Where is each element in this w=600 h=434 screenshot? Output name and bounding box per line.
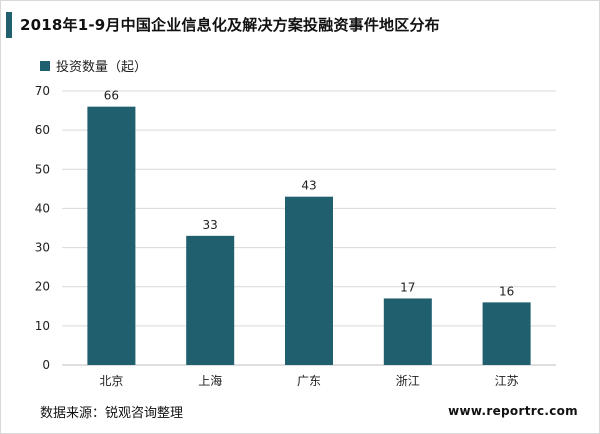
- x-tick-label: 上海: [198, 373, 222, 388]
- site-url: www.reportrc.com: [448, 404, 578, 418]
- title-accent-bar: [6, 12, 12, 38]
- bar-value-label: 33: [203, 218, 218, 232]
- data-source: 数据来源：锐观咨询整理: [40, 406, 184, 421]
- bar: [383, 298, 432, 365]
- y-tick-label: 60: [35, 123, 50, 137]
- y-tick-label: 30: [35, 241, 50, 255]
- x-tick-label: 北京: [99, 374, 123, 388]
- y-tick-label: 40: [35, 201, 50, 215]
- x-tick-label: 广东: [297, 374, 321, 388]
- legend-label: 投资数量（起）: [56, 60, 148, 75]
- y-tick-label: 20: [35, 280, 50, 294]
- bar-value-label: 66: [104, 89, 119, 103]
- chart-title: 2018年1-9月中国企业信息化及解决方案投融资事件地区分布: [20, 16, 440, 34]
- legend: 投资数量（起）: [40, 56, 147, 75]
- bar-value-label: 17: [400, 280, 415, 294]
- bar: [285, 196, 333, 365]
- y-tick-label: 0: [42, 358, 50, 372]
- bar-value-label: 43: [301, 179, 316, 193]
- y-tick-label: 70: [35, 84, 50, 98]
- bar: [482, 302, 531, 365]
- x-tick-label: 浙江: [396, 374, 420, 388]
- bar: [87, 106, 136, 366]
- legend-swatch: [40, 60, 50, 71]
- y-tick-label: 50: [35, 162, 50, 176]
- y-tick-label: 10: [35, 319, 50, 333]
- bar-value-label: 16: [499, 284, 514, 298]
- x-tick-label: 江苏: [495, 374, 519, 388]
- bar: [186, 235, 235, 365]
